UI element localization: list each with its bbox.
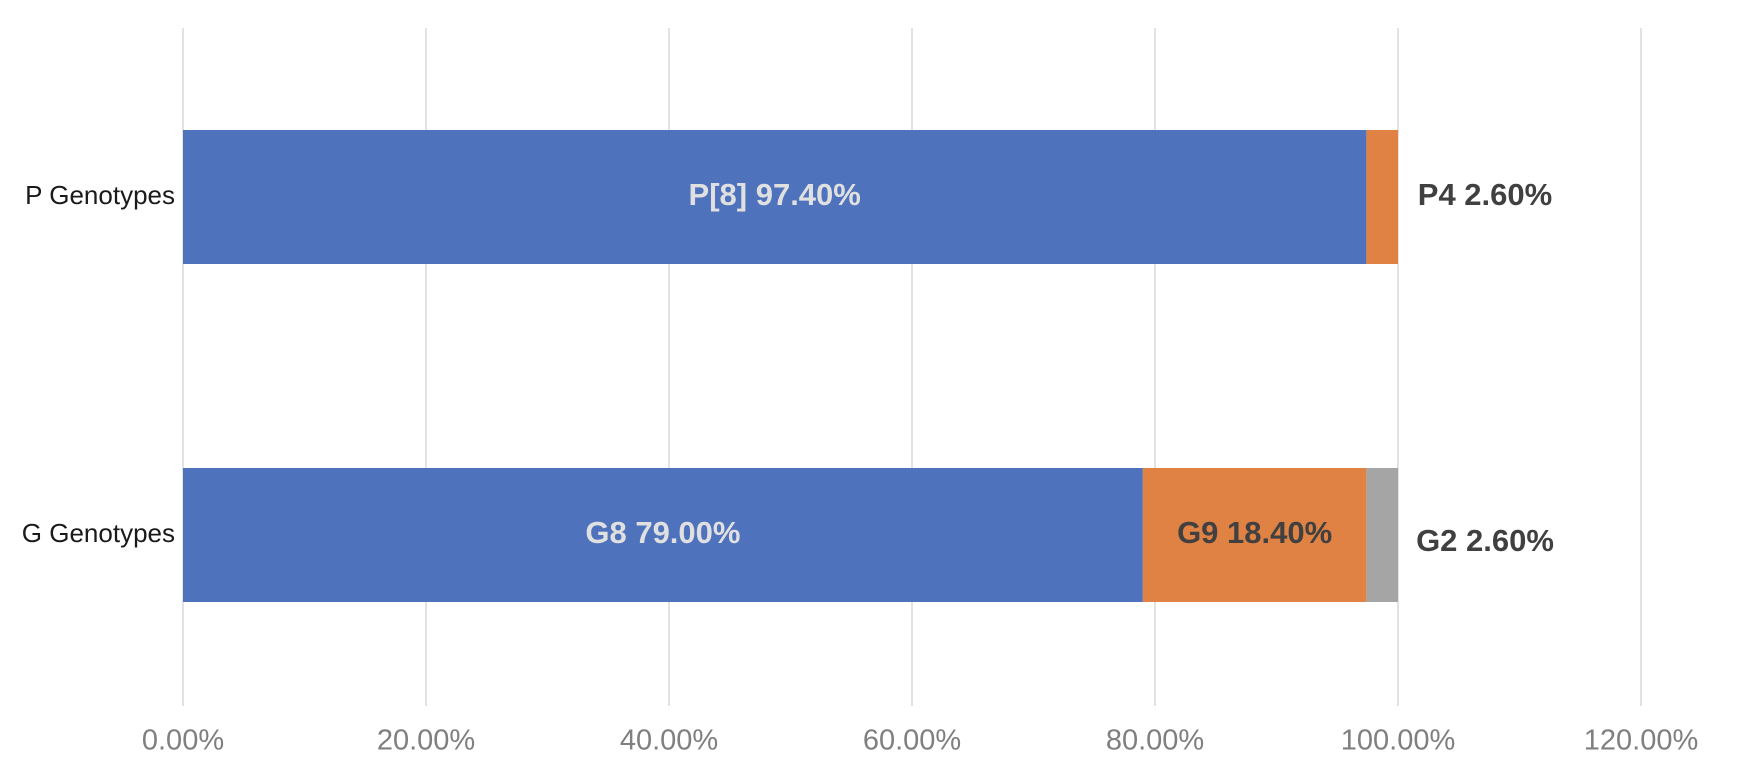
category-label: G Genotypes [22, 518, 175, 548]
y-axis-categories: P Genotypes G Genotypes [22, 180, 175, 548]
x-tick-label: 80.00% [1106, 725, 1204, 757]
bar-segment [1366, 130, 1398, 264]
x-tick-label: 60.00% [863, 725, 961, 757]
data-label: G9 18.40% [1177, 515, 1332, 550]
data-label: P[8] 97.40% [689, 177, 861, 212]
gridlines [182, 28, 1642, 706]
data-label: G2 2.60% [1416, 523, 1554, 558]
bar-segments [183, 130, 1398, 602]
data-labels: P[8] 97.40% P4 2.60% G8 79.00% G9 18.40% G2 … [585, 177, 1554, 558]
x-tick-label: 0.00% [142, 725, 224, 757]
category-label: P Genotypes [25, 180, 175, 210]
bar-segment [1142, 468, 1367, 602]
x-tick-label: 120.00% [1584, 725, 1699, 757]
x-axis: 0.00% 20.00% 40.00% 60.00% 80.00% 100.00% 120.… [142, 725, 1698, 757]
bar-segment [183, 130, 1367, 264]
bar-segment [183, 468, 1143, 602]
data-label: G8 79.00% [585, 515, 740, 550]
x-tick-label: 40.00% [620, 725, 718, 757]
bar-segment [1366, 468, 1398, 602]
data-label: P4 2.60% [1418, 177, 1552, 212]
x-tick-label: 100.00% [1341, 725, 1456, 757]
x-tick-label: 20.00% [377, 725, 475, 757]
